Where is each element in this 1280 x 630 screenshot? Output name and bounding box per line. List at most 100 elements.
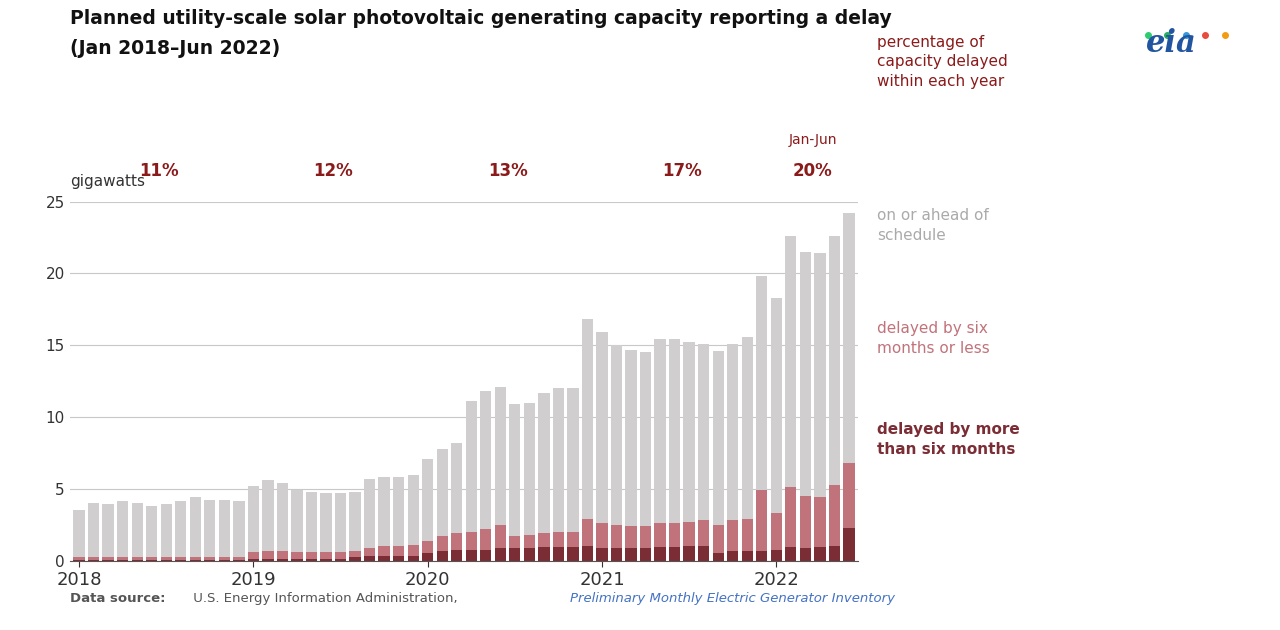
Bar bbox=[684, 546, 695, 561]
Bar bbox=[175, 559, 187, 561]
Bar bbox=[509, 404, 521, 536]
Text: Data source:: Data source: bbox=[70, 592, 166, 605]
Bar bbox=[189, 559, 201, 561]
Bar bbox=[771, 513, 782, 550]
Bar bbox=[800, 496, 812, 549]
Bar bbox=[422, 541, 434, 553]
Bar bbox=[756, 490, 768, 551]
Bar bbox=[292, 490, 302, 552]
Bar bbox=[756, 277, 768, 490]
Text: Jan-Jun: Jan-Jun bbox=[788, 133, 837, 147]
Bar bbox=[727, 344, 739, 520]
Bar bbox=[116, 559, 128, 561]
Bar bbox=[698, 344, 709, 520]
Bar bbox=[828, 484, 840, 546]
Bar bbox=[276, 483, 288, 551]
Bar bbox=[146, 558, 157, 559]
Bar bbox=[132, 503, 143, 558]
Bar bbox=[160, 504, 172, 558]
Bar bbox=[407, 556, 419, 561]
Bar bbox=[73, 510, 84, 558]
Text: (Jan 2018–Jun 2022): (Jan 2018–Jun 2022) bbox=[70, 39, 280, 58]
Bar bbox=[248, 559, 259, 561]
Bar bbox=[364, 556, 375, 561]
Text: delayed by six
months or less: delayed by six months or less bbox=[877, 321, 989, 356]
Bar bbox=[364, 547, 375, 556]
Bar bbox=[654, 340, 666, 524]
Bar bbox=[276, 559, 288, 561]
Bar bbox=[160, 559, 172, 561]
Bar bbox=[553, 547, 564, 561]
Bar bbox=[741, 551, 753, 561]
Bar bbox=[175, 501, 187, 558]
Bar bbox=[611, 525, 622, 549]
Bar bbox=[524, 535, 535, 549]
Bar bbox=[379, 556, 390, 561]
Bar bbox=[800, 549, 812, 561]
Bar bbox=[219, 558, 230, 559]
Bar bbox=[509, 536, 521, 549]
Bar bbox=[306, 492, 317, 552]
Bar bbox=[116, 501, 128, 558]
Bar bbox=[480, 550, 492, 561]
Bar bbox=[727, 520, 739, 551]
Bar bbox=[407, 545, 419, 556]
Text: on or ahead of
schedule: on or ahead of schedule bbox=[877, 208, 988, 243]
Bar bbox=[669, 340, 680, 524]
Bar bbox=[88, 559, 100, 561]
Bar bbox=[771, 298, 782, 513]
Bar bbox=[335, 493, 346, 552]
Bar bbox=[785, 547, 796, 561]
Text: Planned utility-scale solar photovoltaic generating capacity reporting a delay: Planned utility-scale solar photovoltaic… bbox=[70, 9, 892, 28]
Bar bbox=[349, 551, 361, 557]
Text: Preliminary Monthly Electric Generator Inventory: Preliminary Monthly Electric Generator I… bbox=[570, 592, 895, 605]
Bar bbox=[233, 559, 244, 561]
Bar bbox=[116, 558, 128, 559]
Bar bbox=[205, 559, 215, 561]
Bar bbox=[828, 546, 840, 561]
Bar bbox=[233, 558, 244, 559]
Text: U.S. Energy Information Administration,: U.S. Energy Information Administration, bbox=[189, 592, 462, 605]
Bar bbox=[422, 459, 434, 541]
Bar bbox=[349, 492, 361, 551]
Bar bbox=[626, 350, 636, 526]
Bar bbox=[524, 403, 535, 535]
Bar bbox=[292, 559, 302, 561]
Bar bbox=[233, 501, 244, 558]
Bar bbox=[88, 503, 100, 558]
Text: 12%: 12% bbox=[314, 162, 353, 180]
Bar bbox=[132, 559, 143, 561]
Bar bbox=[553, 388, 564, 532]
Bar bbox=[538, 534, 549, 547]
Bar bbox=[844, 529, 855, 561]
Bar bbox=[494, 525, 506, 549]
Bar bbox=[669, 524, 680, 547]
Bar bbox=[494, 387, 506, 525]
Bar bbox=[771, 550, 782, 561]
Bar bbox=[393, 556, 404, 561]
Bar bbox=[320, 552, 332, 559]
Bar bbox=[466, 532, 477, 550]
Bar bbox=[306, 559, 317, 561]
Bar bbox=[800, 252, 812, 496]
Bar bbox=[88, 558, 100, 559]
Bar bbox=[219, 500, 230, 558]
Bar bbox=[262, 551, 274, 559]
Bar bbox=[611, 549, 622, 561]
Bar bbox=[596, 524, 608, 549]
Text: 13%: 13% bbox=[488, 162, 527, 180]
Bar bbox=[727, 551, 739, 561]
Bar bbox=[654, 524, 666, 547]
Bar bbox=[713, 525, 723, 553]
Bar bbox=[306, 552, 317, 559]
Bar bbox=[436, 449, 448, 536]
Bar bbox=[102, 559, 114, 561]
Bar bbox=[567, 532, 579, 547]
Bar bbox=[741, 519, 753, 551]
Text: delayed by more
than six months: delayed by more than six months bbox=[877, 422, 1020, 457]
Bar bbox=[741, 336, 753, 519]
Text: percentage of
capacity delayed
within each year: percentage of capacity delayed within ea… bbox=[877, 35, 1007, 89]
Bar bbox=[393, 478, 404, 546]
Bar bbox=[814, 498, 826, 547]
Bar bbox=[292, 552, 302, 559]
